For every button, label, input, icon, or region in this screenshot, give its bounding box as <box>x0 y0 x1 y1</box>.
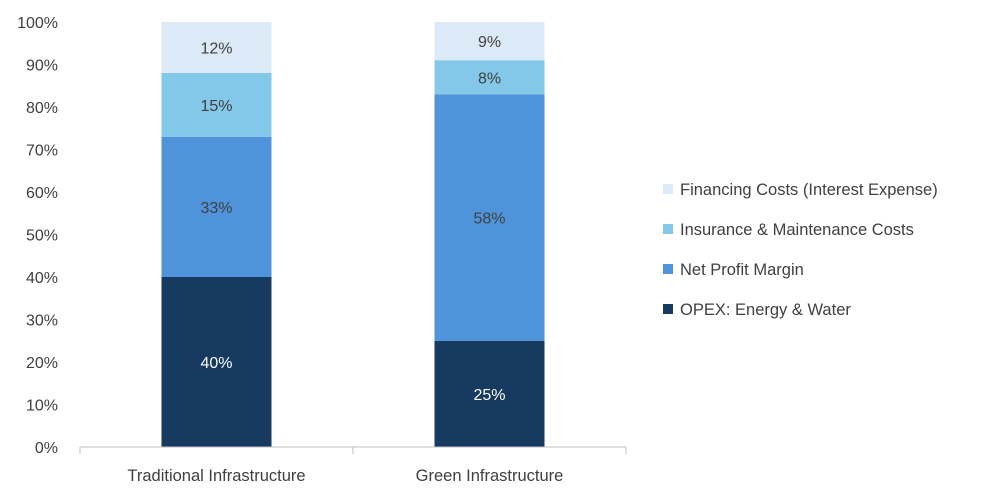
legend-swatch <box>663 184 673 194</box>
y-tick-label: 30% <box>26 313 58 330</box>
y-tick-label: 80% <box>26 100 58 117</box>
data-label: 15% <box>200 98 232 115</box>
y-tick-label: 40% <box>26 270 58 287</box>
bar-segment <box>434 22 545 61</box>
y-tick-label: 0% <box>35 440 58 457</box>
data-labels: 40% 33% 15% 12% 25% 58% 8% 9% <box>200 34 505 404</box>
legend: Financing Costs (Interest Expense) Insura… <box>663 181 938 319</box>
data-label: 9% <box>478 34 501 51</box>
y-tick-label: 50% <box>26 228 58 245</box>
data-label: 25% <box>473 387 505 404</box>
legend-swatch <box>663 224 673 234</box>
y-tick-label: 20% <box>26 355 58 372</box>
data-label: 12% <box>200 41 232 58</box>
y-tick-label: 90% <box>26 58 58 75</box>
y-tick-label: 60% <box>26 185 58 202</box>
bar-segment <box>434 60 545 95</box>
legend-swatch <box>663 304 673 314</box>
category-label: Green Infrastructure <box>416 467 564 485</box>
y-axis-ticks: 0% 10% 20% 30% 40% 50% 60% 70% 80% 90% 100% <box>17 15 58 457</box>
data-label: 33% <box>200 200 232 217</box>
data-label: 8% <box>478 70 501 87</box>
bar-segment <box>434 94 545 341</box>
legend-label: Net Profit Margin <box>680 261 804 279</box>
legend-label: Insurance & Maintenance Costs <box>680 221 914 239</box>
x-axis-tick-marks <box>79 447 627 454</box>
bar-segment <box>161 73 272 137</box>
bar-segment <box>434 340 545 447</box>
bar-segments <box>161 22 545 447</box>
legend-label: Financing Costs (Interest Expense) <box>680 181 938 199</box>
bar-segment <box>161 277 272 447</box>
bar-segment <box>161 22 272 73</box>
data-label: 40% <box>200 355 232 372</box>
data-label: 58% <box>473 211 505 228</box>
legend-swatch <box>663 264 673 274</box>
bar-segment <box>161 136 272 277</box>
legend-label: OPEX: Energy & Water <box>680 301 851 319</box>
y-tick-label: 70% <box>26 143 58 160</box>
y-tick-label: 10% <box>26 398 58 415</box>
y-tick-label: 100% <box>17 15 58 32</box>
x-axis-categories: Traditional Infrastructure Green Infrastr… <box>127 467 563 485</box>
category-label: Traditional Infrastructure <box>127 467 305 485</box>
